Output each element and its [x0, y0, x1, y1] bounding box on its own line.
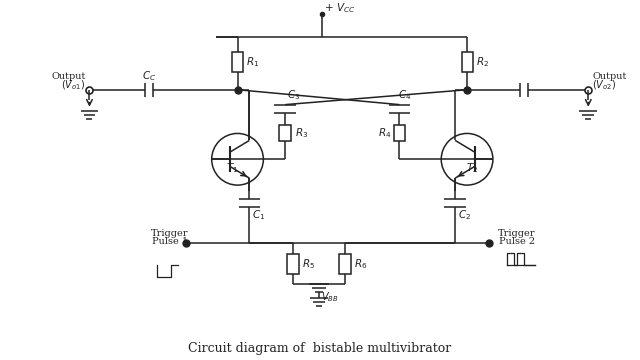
Text: $C_4$: $C_4$	[397, 88, 411, 102]
FancyBboxPatch shape	[394, 126, 406, 141]
Text: $+\ V_{CC}$: $+\ V_{CC}$	[324, 1, 355, 15]
Text: Pulse 1: Pulse 1	[152, 237, 188, 246]
Text: $C_C$: $C_C$	[142, 69, 156, 83]
Text: $R_6$: $R_6$	[354, 257, 367, 270]
Text: $R_4$: $R_4$	[378, 127, 391, 140]
FancyBboxPatch shape	[287, 254, 299, 274]
Text: $(V_{o2})$: $(V_{o2})$	[592, 78, 616, 91]
FancyBboxPatch shape	[461, 52, 472, 72]
Text: Trigger: Trigger	[498, 229, 536, 238]
Text: $R_2$: $R_2$	[476, 55, 489, 69]
Text: $C_3$: $C_3$	[287, 88, 301, 102]
Text: Pulse 2: Pulse 2	[499, 237, 535, 246]
Text: Circuit diagram of  bistable multivibrator: Circuit diagram of bistable multivibrato…	[188, 342, 452, 355]
FancyBboxPatch shape	[279, 126, 291, 141]
Text: $T_2$: $T_2$	[466, 161, 478, 175]
Text: Trigger: Trigger	[151, 229, 189, 238]
Text: $V_{BB}$: $V_{BB}$	[321, 291, 339, 304]
FancyBboxPatch shape	[339, 254, 351, 274]
Text: Output: Output	[51, 72, 86, 81]
Text: $C_1$: $C_1$	[252, 208, 266, 222]
Text: $T_1$: $T_1$	[227, 161, 239, 175]
Text: $R_5$: $R_5$	[302, 257, 316, 270]
Text: $(V_{o1})$: $(V_{o1})$	[61, 78, 86, 91]
Text: $R_1$: $R_1$	[246, 55, 260, 69]
Text: Output: Output	[592, 72, 627, 81]
Text: $C_2$: $C_2$	[458, 208, 471, 222]
Text: $R_3$: $R_3$	[295, 127, 308, 140]
FancyBboxPatch shape	[232, 52, 243, 72]
